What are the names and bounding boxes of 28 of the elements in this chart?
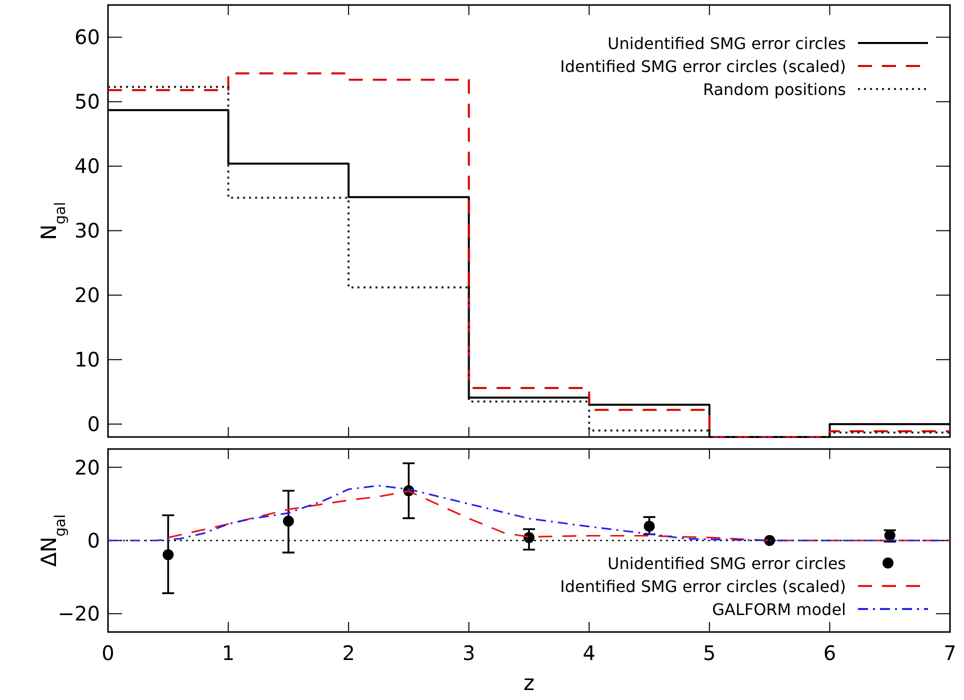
legend-label: Identified SMG error circles (scaled) (560, 57, 846, 76)
x-axis-title: z (523, 671, 535, 695)
x-tick-label: 3 (462, 641, 476, 665)
point (524, 532, 534, 544)
point (282, 516, 294, 527)
y-tick-label: 60 (74, 25, 100, 50)
y-tick-label: 20 (74, 455, 100, 480)
x-tick-label: 7 (944, 641, 956, 665)
x-tick-label: 4 (582, 641, 596, 665)
y-tick-label: 0 (87, 412, 100, 436)
y-tick-label: 40 (74, 154, 100, 178)
x-tick-label: 5 (703, 641, 716, 665)
y-tick-label: 20 (74, 283, 100, 308)
x-tick-label: 1 (222, 641, 235, 665)
x-tick-label: 6 (823, 641, 836, 665)
legend-label: Identified SMG error circles (scaled) (560, 577, 846, 596)
y-tick-label: 50 (74, 90, 100, 114)
legend-label: Random positions (702, 80, 846, 99)
x-tick-label: 2 (342, 641, 355, 665)
legend-label: Unidentified SMG error circles (608, 34, 846, 53)
y-tick-label: 0 (87, 528, 100, 552)
y-tick-label: 10 (74, 348, 100, 372)
point (162, 549, 174, 560)
legend-label: Unidentified SMG error circles (608, 554, 846, 573)
legend-label: GALFORM model (712, 600, 846, 619)
y-tick-label: 30 (74, 218, 100, 243)
y-tick-label: −20 (58, 602, 100, 626)
x-tick-label: 0 (102, 641, 114, 665)
